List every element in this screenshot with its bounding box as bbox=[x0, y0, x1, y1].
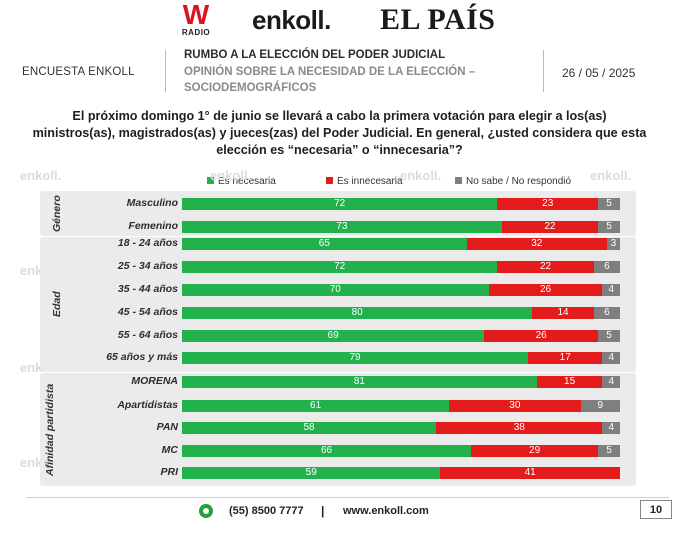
bar-segment-necesaria: 81 bbox=[182, 376, 537, 388]
bar-segment-necesaria: 72 bbox=[182, 261, 498, 273]
bar-segment-innecesaria: 38 bbox=[436, 422, 603, 434]
bar-segment-no-sabe: 5 bbox=[598, 330, 620, 342]
bar-segment-necesaria: 80 bbox=[182, 307, 533, 319]
w-radio-logo: W RADIO bbox=[181, 0, 211, 38]
category-label: Femenino bbox=[128, 220, 178, 232]
watermark-text: enkoll. bbox=[20, 168, 62, 183]
category-label: Apartidistas bbox=[117, 399, 178, 411]
survey-label: ENCUESTA ENKOLL bbox=[22, 66, 135, 78]
bar-segment-no-sabe: 4 bbox=[602, 376, 620, 388]
page-number: 10 bbox=[640, 500, 672, 519]
legend-swatch-green bbox=[207, 176, 214, 184]
bar-segment-innecesaria: 26 bbox=[488, 284, 603, 296]
footer bbox=[26, 497, 669, 522]
bar-segment-innecesaria: 29 bbox=[471, 445, 599, 457]
category-label: PAN bbox=[156, 421, 178, 433]
category-label: Masculino bbox=[126, 197, 178, 209]
bar-segment-no-sabe: 6 bbox=[593, 307, 620, 319]
bar-segment-necesaria: 70 bbox=[182, 284, 489, 296]
legend-label-innecesaria: Es innecesaria bbox=[337, 176, 403, 187]
legend-item-necesaria: Es necesaria bbox=[207, 176, 276, 187]
category-label: 45 - 54 años bbox=[117, 306, 178, 318]
bar-segment-innecesaria: 15 bbox=[536, 376, 603, 388]
header-divider-right bbox=[543, 50, 544, 92]
category-label: MORENA bbox=[131, 375, 178, 387]
bar-segment-necesaria: 69 bbox=[182, 330, 485, 342]
bar-segment-no-sabe: 6 bbox=[593, 261, 620, 273]
bar-segment-innecesaria: 23 bbox=[497, 198, 599, 210]
footer-phone: (55) 8500 7777 bbox=[229, 505, 304, 517]
bar-segment-innecesaria: 22 bbox=[501, 221, 599, 233]
bar-segment-necesaria: 72 bbox=[182, 198, 498, 210]
chart-legend: Es necesaria Es innecesaria No sabe / No… bbox=[0, 176, 679, 190]
whatsapp-icon bbox=[199, 504, 213, 518]
footer-separator: | bbox=[321, 504, 325, 518]
bar-segment-innecesaria: 32 bbox=[466, 238, 607, 250]
category-label: 18 - 24 años bbox=[117, 237, 178, 249]
category-label: PRI bbox=[160, 466, 178, 478]
bar-segment-necesaria: 73 bbox=[182, 221, 502, 233]
bar-segment-no-sabe: 9 bbox=[580, 400, 620, 412]
bar-segment-no-sabe: 4 bbox=[602, 284, 620, 296]
watermark-text: enkoll. bbox=[210, 168, 252, 183]
bar-segment-innecesaria: 41 bbox=[440, 467, 620, 479]
category-label: 65 años y más bbox=[106, 351, 178, 363]
bar-segment-no-sabe: 5 bbox=[598, 198, 620, 210]
page-subtitle: OPINIÓN SOBRE LA NECESIDAD DE LA ELECCIÓ… bbox=[184, 66, 476, 94]
bar-segment-no-sabe: 4 bbox=[602, 422, 620, 434]
category-label: 25 - 34 años bbox=[117, 260, 178, 272]
category-label: 35 - 44 años bbox=[117, 283, 178, 295]
w-radio-word: RADIO bbox=[181, 28, 211, 37]
bar-segment-innecesaria: 26 bbox=[484, 330, 599, 342]
legend-label-no-sabe: No sabe / No respondió bbox=[466, 176, 572, 187]
watermark-text: enkoll. bbox=[590, 168, 632, 183]
header-divider-left bbox=[165, 50, 166, 92]
category-label: MC bbox=[161, 444, 178, 456]
legend-item-no-sabe: No sabe / No respondió bbox=[455, 176, 571, 187]
bar-segment-innecesaria: 30 bbox=[449, 400, 581, 412]
category-label: 55 - 64 años bbox=[117, 329, 178, 341]
bar-segment-innecesaria: 22 bbox=[497, 261, 594, 273]
bar-segment-no-sabe: 4 bbox=[602, 352, 620, 364]
bar-segment-necesaria: 59 bbox=[182, 467, 441, 479]
bar-segment-necesaria: 65 bbox=[182, 238, 467, 250]
bar-segment-innecesaria: 14 bbox=[532, 307, 594, 319]
group-panel bbox=[40, 237, 636, 372]
legend-swatch-gray bbox=[455, 176, 462, 184]
enkoll-logo: enkoll. bbox=[252, 5, 331, 35]
bar-segment-necesaria: 58 bbox=[182, 422, 437, 434]
survey-date: 26 / 05 / 2025 bbox=[562, 66, 636, 80]
bar-segment-innecesaria: 17 bbox=[528, 352, 603, 364]
bar-segment-necesaria: 79 bbox=[182, 352, 529, 364]
bar-segment-no-sabe: 5 bbox=[598, 221, 620, 233]
watermark-text: enkoll. bbox=[400, 168, 442, 183]
bar-segment-no-sabe: 5 bbox=[598, 445, 620, 457]
el-pais-logo: EL PAÍS bbox=[380, 3, 496, 36]
legend-swatch-red bbox=[326, 176, 333, 184]
page-title: RUMBO A LA ELECCIÓN DEL PODER JUDICIAL bbox=[184, 49, 446, 61]
bar-segment-necesaria: 61 bbox=[182, 400, 450, 412]
footer-website: www.enkoll.com bbox=[343, 505, 429, 517]
survey-question: El próximo domingo 1° de junio se llevar… bbox=[32, 109, 647, 157]
legend-label-necesaria: Es necesaria bbox=[218, 176, 276, 187]
bar-segment-no-sabe: 3 bbox=[606, 238, 620, 250]
bar-segment-necesaria: 66 bbox=[182, 445, 472, 457]
legend-item-innecesaria: Es innecesaria bbox=[326, 176, 403, 187]
w-radio-mark: W bbox=[182, 0, 210, 30]
logo-bar: W RADIO enkoll. EL PAÍS bbox=[0, 0, 679, 44]
